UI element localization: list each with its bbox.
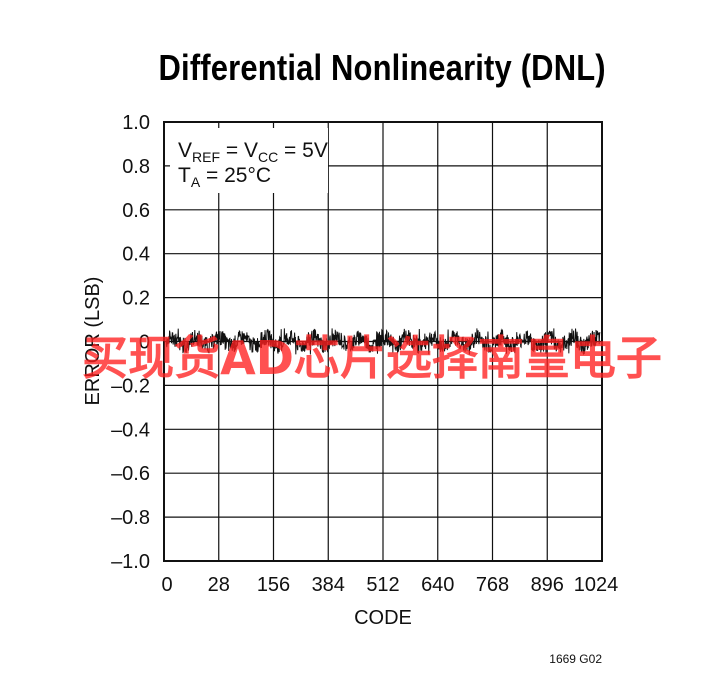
x-tick-label: 768 [476,574,509,596]
annotation-line-2: TA = 25°C [178,164,271,190]
annotation-ta-value: = 25°C [200,164,271,187]
annotation-ta: T [178,164,191,187]
annotation-vref: V [178,139,192,162]
annotation-box [170,128,328,193]
annotation-vcc-value: = 5V [278,139,328,162]
x-tick-labels: 0 28 156 384 512 640 768 896 1024 [161,574,618,596]
y-tick-label: 0.4 [122,244,150,266]
y-tick-label: 0.2 [122,288,150,310]
annotation-vref-sub: REF [192,149,220,165]
y-tick-label: –0.2 [111,375,150,397]
x-tick-label: 896 [531,574,564,596]
x-tick-label: 640 [421,574,454,596]
annotation-ta-sub: A [191,174,201,190]
annotation-vcc-sub: CC [258,149,278,165]
y-tick-labels: 1.0 0.8 0.6 0.4 0.2 0 –0.2 –0.4 –0.6 –0.8 –1.0 [111,112,150,573]
x-tick-label: 1024 [574,574,619,596]
figure-id: 1669 G02 [549,652,602,666]
x-tick-label: 28 [208,574,230,596]
watermark: 买现货AD芯片选择南皇电子 [82,331,662,385]
x-tick-label: 512 [366,574,399,596]
y-tick-label: –0.8 [111,507,150,529]
x-tick-label: 0 [161,574,172,596]
y-tick-label: 0.6 [122,200,150,222]
y-tick-label: –0.6 [111,463,150,485]
y-tick-label: 0.8 [122,156,150,178]
x-axis-label: CODE [354,607,412,629]
annotation-line-1: VREF = VCC = 5V [178,139,328,165]
x-tick-label: 156 [257,574,290,596]
y-tick-label: 1.0 [122,112,150,134]
plot-frame [163,121,603,562]
y-tick-label: –0.4 [111,419,150,441]
dnl-trace [165,328,601,356]
y-tick-label: 0 [139,332,150,354]
chart-title: Differential Nonlinearity (DNL) [159,49,606,89]
y-axis-label: ERROR (LSB) [82,277,104,406]
y-tick-label: –1.0 [111,551,150,573]
x-tick-label: 384 [312,574,345,596]
annotation-eq-vcc: = V [220,139,258,162]
